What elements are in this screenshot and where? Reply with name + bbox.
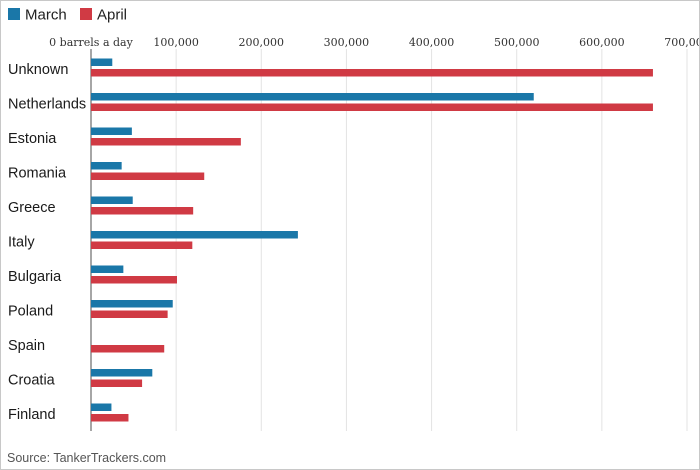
x-tick-label: 600,000: [579, 36, 625, 49]
legend-label-march: March: [25, 7, 67, 24]
x-tick-label: 400,000: [409, 36, 455, 49]
bars: [91, 58, 653, 422]
x-tick-label: 200,000: [239, 36, 285, 49]
legend-swatch-april: [80, 8, 92, 20]
category-label: Finland: [8, 407, 56, 423]
bar-march: [91, 58, 113, 66]
bar-march: [91, 265, 124, 273]
category-label: Greece: [8, 200, 56, 216]
bar-april: [91, 241, 193, 249]
x-tick-label: 500,000: [494, 36, 540, 49]
category-labels: Unknown Netherlands Estonia Romania Greece It…: [8, 62, 86, 423]
legend-swatch-march: [8, 8, 20, 20]
bar-april: [91, 379, 143, 387]
x-tick-label: 700,000: [664, 36, 699, 49]
bar-march: [91, 403, 112, 411]
bar-april: [91, 207, 194, 215]
legend-label-april: April: [97, 7, 127, 24]
bar-march: [91, 127, 132, 135]
category-label: Netherlands: [8, 97, 86, 113]
category-label: Poland: [8, 304, 53, 320]
category-label: Bulgaria: [8, 269, 62, 285]
x-tick-label: 100,000: [153, 36, 199, 49]
bar-april: [91, 103, 653, 111]
category-label: Romania: [8, 166, 67, 182]
legend: March April: [8, 7, 127, 24]
bar-april: [91, 138, 241, 146]
x-tick-label: 0 barrels a day: [49, 36, 133, 49]
category-label: Spain: [8, 338, 45, 354]
x-tick-label: 300,000: [324, 36, 370, 49]
bar-april: [91, 69, 653, 77]
bar-april: [91, 310, 168, 318]
bar-march: [91, 162, 122, 170]
bar-april: [91, 172, 205, 180]
bar-april: [91, 345, 165, 353]
bar-march: [91, 196, 133, 204]
bar-april: [91, 276, 177, 284]
bar-march: [91, 369, 153, 377]
source-note: Source: TankerTrackers.com: [7, 451, 166, 465]
category-label: Croatia: [8, 373, 56, 389]
bar-march: [91, 231, 298, 239]
x-axis-ticks: 0 barrels a day 100,000 200,000 300,000 400,…: [49, 36, 699, 49]
bar-march: [91, 93, 534, 101]
grid-lines: [90, 49, 688, 431]
bar-march: [91, 300, 173, 308]
category-label: Unknown: [8, 62, 68, 78]
category-label: Estonia: [8, 131, 57, 147]
category-label: Italy: [8, 235, 35, 251]
bar-april: [91, 414, 129, 422]
